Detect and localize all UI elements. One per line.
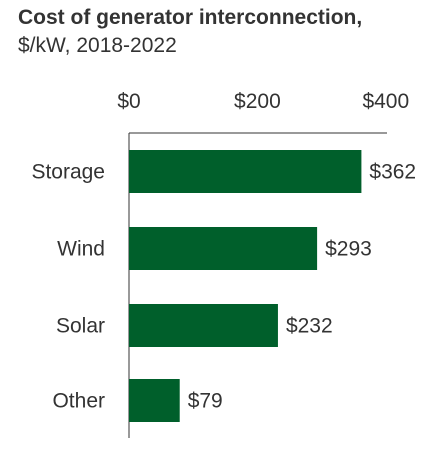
value-label: $293 xyxy=(325,238,372,261)
x-tick-label: $0 xyxy=(117,90,140,113)
bar-solar xyxy=(129,304,278,347)
bars-layer: Storage $362 Wind $293 Solar $232 Other $79 xyxy=(31,150,416,422)
bar-wind xyxy=(129,227,318,270)
category-label: Wind xyxy=(57,238,105,261)
value-label: $232 xyxy=(286,315,333,338)
category-label: Solar xyxy=(56,315,105,338)
bar-storage xyxy=(129,150,362,193)
x-tick-label: $400 xyxy=(362,90,409,113)
category-label: Other xyxy=(52,390,105,413)
x-tick-label: $200 xyxy=(234,90,281,113)
category-label: Storage xyxy=(31,161,105,184)
bar-other xyxy=(129,379,180,422)
chart-subtitle: $/kW, 2018-2022 xyxy=(18,34,177,57)
value-label: $362 xyxy=(369,161,416,184)
chart-title: Cost of generator interconnection, xyxy=(18,6,363,29)
value-label: $79 xyxy=(188,390,223,413)
